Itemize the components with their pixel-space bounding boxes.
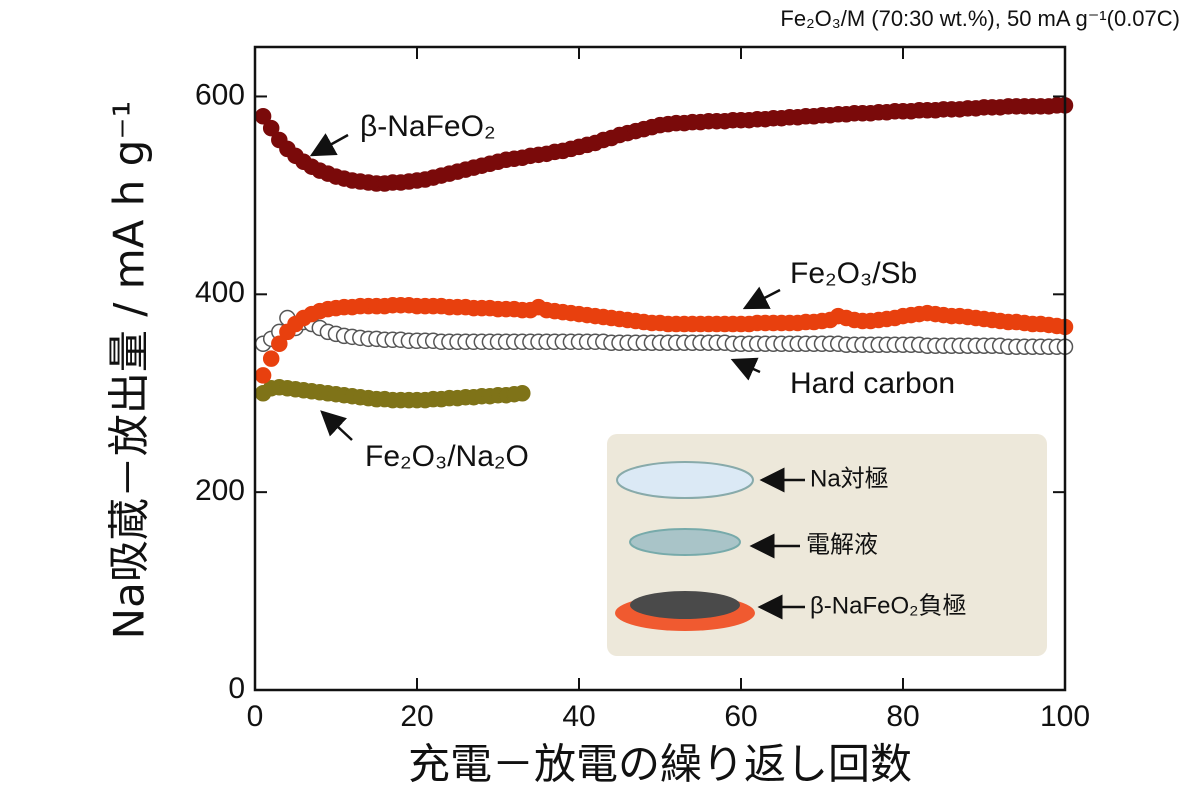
- x-axis-label: 充電－放電の繰り返し回数: [408, 740, 912, 789]
- y-tick-label: 0: [228, 672, 245, 705]
- y-axis-label: Na吸蔵－放出量 / mA h g⁻¹: [105, 101, 154, 640]
- x-tick-label: 40: [562, 700, 595, 733]
- note: Fe₂O₃/M (70:30 wt.%), 50 mA g⁻¹(0.07C): [780, 6, 1180, 31]
- x-tick-label: 100: [1040, 700, 1090, 733]
- disk: [629, 528, 741, 556]
- inset: Na対極 電解液 β-NaFeO₂負極: [607, 434, 1047, 656]
- disk: [630, 591, 740, 619]
- legend-label: Fe₂O₃/Na₂O: [365, 440, 529, 473]
- legend-arrow: [730, 357, 761, 381]
- marker: [254, 367, 272, 384]
- y-tick-label: 400: [195, 276, 245, 309]
- disk: [616, 461, 754, 499]
- marker: [271, 335, 288, 353]
- inset-label: Na対極: [810, 465, 889, 492]
- inset-label: 電解液: [806, 531, 878, 558]
- legend-arrow: [742, 286, 781, 310]
- y-tick-label: 600: [195, 78, 245, 111]
- x-tick-label: 60: [724, 700, 757, 733]
- marker: [262, 350, 280, 367]
- legend-label: Fe₂O₃/Sb: [790, 257, 917, 290]
- legend-arrow: [320, 410, 353, 441]
- marker: [514, 384, 531, 402]
- y-tick-label: 200: [195, 474, 245, 507]
- inset-label: β-NaFeO₂負極: [810, 592, 966, 619]
- plot-frame: [253, 45, 1067, 692]
- legend-arrow: [309, 133, 349, 157]
- marker: [262, 119, 280, 137]
- legend-label: β-NaFeO₂: [360, 110, 496, 143]
- x-tick-label: 20: [400, 700, 433, 733]
- legend-label: Hard carbon: [790, 367, 955, 400]
- x-tick-label: 80: [886, 700, 919, 733]
- x-tick-label: 0: [247, 700, 264, 733]
